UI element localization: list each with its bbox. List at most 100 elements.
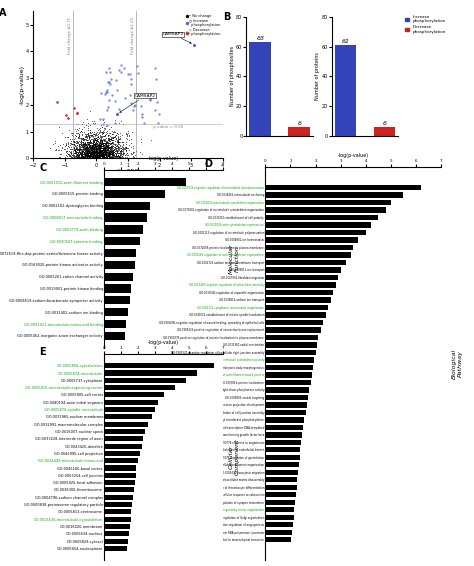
Point xyxy=(99,151,107,160)
Point xyxy=(83,153,91,162)
Point xyxy=(84,138,91,147)
Point xyxy=(97,149,104,158)
Point xyxy=(82,153,90,162)
Point xyxy=(74,148,82,157)
Point xyxy=(103,139,110,148)
Point xyxy=(71,153,79,162)
Point xyxy=(106,144,114,153)
Point xyxy=(107,146,115,155)
Point xyxy=(99,148,106,157)
Bar xyxy=(104,225,143,234)
Point xyxy=(82,141,89,150)
Point xyxy=(74,125,82,134)
Point xyxy=(70,145,77,155)
Point xyxy=(96,140,103,149)
Point xyxy=(119,144,127,153)
Point xyxy=(84,134,91,143)
Point xyxy=(86,142,93,151)
Point xyxy=(84,126,92,135)
Point xyxy=(100,139,108,148)
Point xyxy=(106,153,113,162)
Point xyxy=(116,151,123,160)
Point xyxy=(129,147,137,156)
Point xyxy=(87,131,95,140)
Point xyxy=(96,146,104,155)
Point xyxy=(100,147,107,156)
Point xyxy=(92,151,100,160)
Point xyxy=(92,151,100,160)
Point xyxy=(95,138,103,147)
Point xyxy=(100,150,108,159)
Point xyxy=(86,150,94,159)
Point xyxy=(108,141,115,150)
Point xyxy=(82,153,90,162)
Point xyxy=(87,144,94,153)
Point xyxy=(83,143,91,152)
Point xyxy=(57,145,65,155)
Point xyxy=(109,132,117,141)
Point xyxy=(100,144,108,153)
Point xyxy=(70,140,77,149)
Point xyxy=(106,149,113,158)
Point xyxy=(118,142,126,151)
Point xyxy=(89,117,96,126)
Point xyxy=(85,151,93,160)
Point xyxy=(98,144,105,153)
Point xyxy=(83,143,91,152)
Point xyxy=(101,137,109,146)
Point xyxy=(108,142,115,151)
Point xyxy=(103,151,111,160)
Point xyxy=(90,153,97,162)
Point xyxy=(91,141,99,150)
Point xyxy=(107,140,115,149)
Point xyxy=(109,149,116,158)
Point xyxy=(83,152,91,161)
Point xyxy=(95,147,103,156)
Point xyxy=(84,145,91,155)
Point xyxy=(100,140,108,149)
Point xyxy=(90,150,97,159)
Point xyxy=(104,147,112,156)
Point xyxy=(106,152,113,161)
Point xyxy=(103,150,110,159)
Point xyxy=(93,152,101,161)
Point xyxy=(91,151,98,160)
Point xyxy=(73,143,80,152)
Point xyxy=(100,152,108,161)
Point xyxy=(100,138,108,147)
Point xyxy=(75,140,83,149)
Point xyxy=(91,135,99,144)
Point xyxy=(72,125,79,134)
Point xyxy=(86,151,93,160)
Point xyxy=(95,148,102,157)
Point xyxy=(100,152,108,161)
Point xyxy=(78,135,86,144)
Bar xyxy=(265,305,328,310)
Point xyxy=(93,141,100,150)
Point xyxy=(85,152,93,161)
Point xyxy=(115,144,123,153)
Point xyxy=(85,148,93,157)
Point xyxy=(109,146,117,155)
Point xyxy=(99,145,107,154)
Point xyxy=(76,143,84,152)
Point xyxy=(71,145,78,154)
Point xyxy=(105,134,112,143)
Point xyxy=(90,134,97,143)
Point xyxy=(95,151,102,160)
Point xyxy=(102,148,110,157)
Point xyxy=(70,135,78,144)
Point xyxy=(95,144,103,153)
Point xyxy=(88,131,96,140)
Point xyxy=(69,131,76,140)
Point xyxy=(76,134,84,143)
Point xyxy=(104,151,112,160)
Point xyxy=(98,135,106,144)
Point xyxy=(126,132,133,141)
Point xyxy=(90,148,97,157)
Point xyxy=(85,148,93,157)
Point xyxy=(88,151,96,160)
Point xyxy=(78,154,86,163)
Point xyxy=(89,153,96,162)
Point xyxy=(107,135,114,144)
